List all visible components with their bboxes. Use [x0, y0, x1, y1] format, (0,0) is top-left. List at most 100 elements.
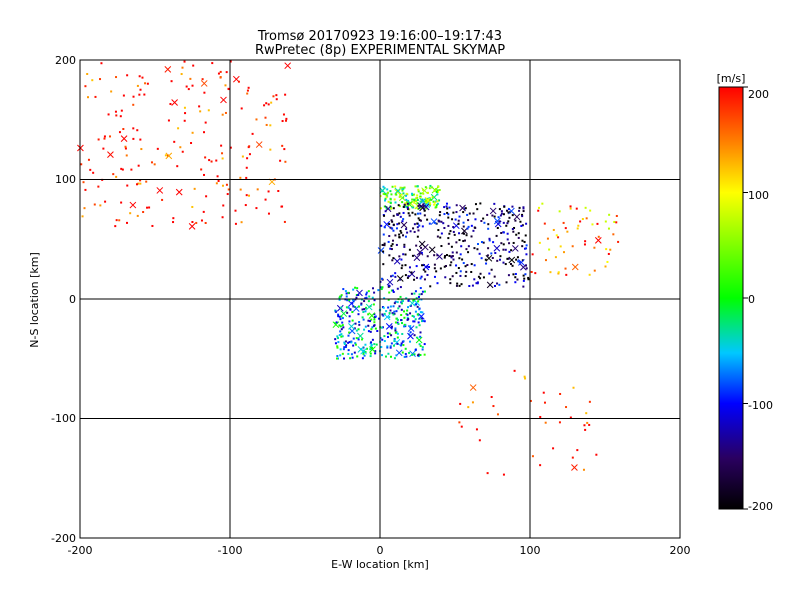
- scatter-point: [190, 142, 193, 145]
- scatter-point: [132, 95, 135, 98]
- scatter-point: [387, 298, 390, 301]
- scatter-point: [341, 321, 344, 324]
- scatter-point-x: [164, 65, 172, 73]
- scatter-point: [411, 206, 414, 209]
- scatter-point: [393, 340, 396, 343]
- scatter-point: [382, 233, 385, 236]
- scatter-point-x: [461, 227, 468, 235]
- scatter-point: [419, 277, 422, 280]
- scatter-point: [400, 301, 403, 304]
- scatter-point: [422, 268, 425, 271]
- scatter-point: [518, 261, 521, 264]
- scatter-point: [265, 102, 268, 105]
- scatter-point: [538, 241, 541, 244]
- scatter-point: [352, 298, 355, 301]
- scatter-point: [428, 187, 431, 190]
- scatter-point: [398, 222, 401, 225]
- scatter-point: [225, 183, 228, 186]
- scatter-point: [392, 344, 395, 347]
- scatter-point: [466, 263, 469, 266]
- scatter-point: [353, 351, 356, 354]
- scatter-point: [451, 218, 454, 221]
- scatter-point-x: [419, 197, 427, 205]
- scatter-point: [395, 317, 398, 320]
- scatter-point: [345, 344, 348, 347]
- scatter-point: [402, 205, 405, 208]
- scatter-point: [423, 343, 426, 346]
- scatter-point: [452, 211, 455, 214]
- scatter-point: [416, 212, 419, 215]
- tick-marks: [79, 59, 681, 539]
- scatter-point: [392, 313, 395, 316]
- scatter-point: [402, 211, 405, 214]
- scatter-point: [406, 208, 409, 211]
- scatter-point: [392, 305, 395, 308]
- scatter-point: [514, 219, 517, 222]
- scatter-point-x: [407, 325, 415, 332]
- scatter-point: [220, 144, 223, 147]
- scatter-point: [404, 347, 407, 350]
- scatter-point: [394, 300, 397, 303]
- scatter-point: [403, 203, 406, 206]
- scatter-point: [577, 224, 580, 227]
- scatter-point: [488, 237, 491, 240]
- scatter-point: [337, 341, 340, 344]
- scatter-point: [362, 346, 365, 349]
- scatter-point: [404, 325, 407, 328]
- scatter-point-x: [436, 253, 443, 260]
- scatter-point: [433, 189, 436, 192]
- scatter-point: [558, 421, 561, 424]
- scatter-point: [505, 209, 508, 212]
- scatter-point: [245, 194, 248, 197]
- scatter-point: [346, 299, 349, 302]
- scatter-point: [115, 76, 118, 79]
- scatter-point: [349, 357, 352, 360]
- scatter-point: [379, 207, 382, 210]
- scatter-point: [344, 290, 347, 293]
- scatter-point: [118, 219, 121, 222]
- scatter-point: [371, 326, 374, 329]
- scatter-point: [385, 193, 388, 196]
- scatter-point: [408, 351, 411, 354]
- scatter-point: [615, 221, 618, 224]
- scatter-point: [407, 199, 410, 202]
- scatter-point: [403, 355, 406, 358]
- scatter-point: [571, 456, 574, 459]
- scatter-point: [397, 322, 400, 325]
- scatter-point: [126, 74, 129, 77]
- scatter-point: [491, 214, 494, 217]
- scatter-point: [122, 128, 125, 131]
- scatter-point: [383, 205, 386, 208]
- scatter-point: [139, 179, 142, 182]
- scatter-point: [459, 402, 462, 405]
- scatter-point: [373, 299, 376, 302]
- scatter-point: [557, 272, 560, 275]
- scatter-point: [410, 192, 413, 195]
- scatter-point: [517, 232, 520, 235]
- scatter-point-x: [220, 96, 227, 104]
- scatter-point-x: [393, 338, 401, 346]
- scatter-point: [541, 202, 544, 205]
- scatter-point: [402, 192, 405, 195]
- scatter-point: [183, 60, 186, 63]
- scatter-point: [524, 377, 527, 380]
- scatter-point: [277, 190, 280, 193]
- scatter-point: [246, 92, 249, 95]
- scatter-point: [461, 258, 464, 261]
- scatter-point: [390, 342, 393, 345]
- scatter-point: [505, 281, 508, 284]
- scatter-point: [405, 355, 408, 358]
- scatter-point: [486, 472, 489, 475]
- scatter-point: [221, 184, 224, 187]
- scatter-point-x: [175, 188, 183, 196]
- scatter-point: [419, 335, 422, 338]
- scatter-point: [373, 324, 376, 327]
- scatter-point: [406, 202, 409, 205]
- scatter-point: [379, 195, 382, 198]
- x-tick-label: -200: [68, 544, 93, 557]
- scatter-point: [386, 332, 389, 335]
- scatter-point: [414, 185, 417, 188]
- scatter-point: [426, 255, 429, 258]
- scatter-point: [497, 216, 500, 219]
- scatter-point: [354, 343, 357, 346]
